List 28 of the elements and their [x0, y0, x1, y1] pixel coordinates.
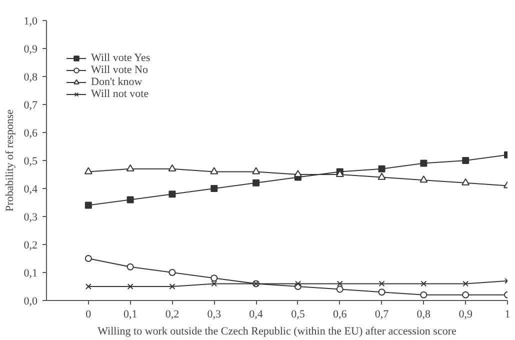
x-tick-label: 0	[86, 308, 92, 320]
y-tick-label: 0,3	[24, 212, 38, 224]
legend-label: Will vote Yes	[91, 52, 150, 64]
y-tick-label: 1,0	[24, 16, 38, 28]
legend-label: Will not vote	[91, 88, 149, 100]
y-tick-label: 0,0	[24, 296, 38, 308]
y-tick-label: 0,6	[24, 128, 38, 140]
x-tick-label: 0,5	[291, 308, 306, 320]
y-tick-label: 0,9	[24, 44, 38, 56]
legend-label: Don't know	[91, 76, 142, 88]
y-tick-label: 0,7	[24, 100, 38, 112]
x-tick-label: 0,8	[416, 308, 432, 320]
x-axis-title: Willing to work outside the Czech Republic (within the EU) after accession score	[98, 326, 457, 338]
legend-label: Will vote No	[91, 64, 148, 76]
x-tick-label: 1	[504, 308, 510, 320]
y-axis-title: Probability of response	[4, 109, 16, 212]
x-tick-label: 0,1	[123, 308, 138, 320]
x-tick-label: 0,6	[332, 308, 348, 320]
x-tick-label: 0,7	[374, 308, 390, 320]
y-tick-label: 0,4	[24, 184, 38, 196]
x-tick-label: 0,9	[458, 308, 473, 320]
y-tick-label: 0,1	[24, 268, 38, 280]
x-tick-label: 0,2	[165, 308, 180, 320]
y-tick-label: 0,8	[24, 72, 38, 84]
y-tick-label: 0,5	[24, 156, 38, 168]
x-tick-label: 0,3	[207, 308, 222, 320]
x-tick-label: 0,4	[249, 308, 264, 320]
y-tick-label: 0,2	[24, 240, 38, 252]
